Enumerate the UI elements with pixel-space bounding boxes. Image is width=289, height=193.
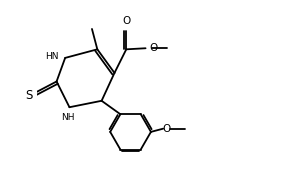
Text: O: O — [122, 16, 130, 26]
Text: O: O — [149, 43, 158, 53]
Text: HN: HN — [45, 52, 58, 61]
Text: NH: NH — [62, 113, 75, 122]
Text: S: S — [26, 89, 33, 102]
Text: O: O — [162, 124, 171, 134]
